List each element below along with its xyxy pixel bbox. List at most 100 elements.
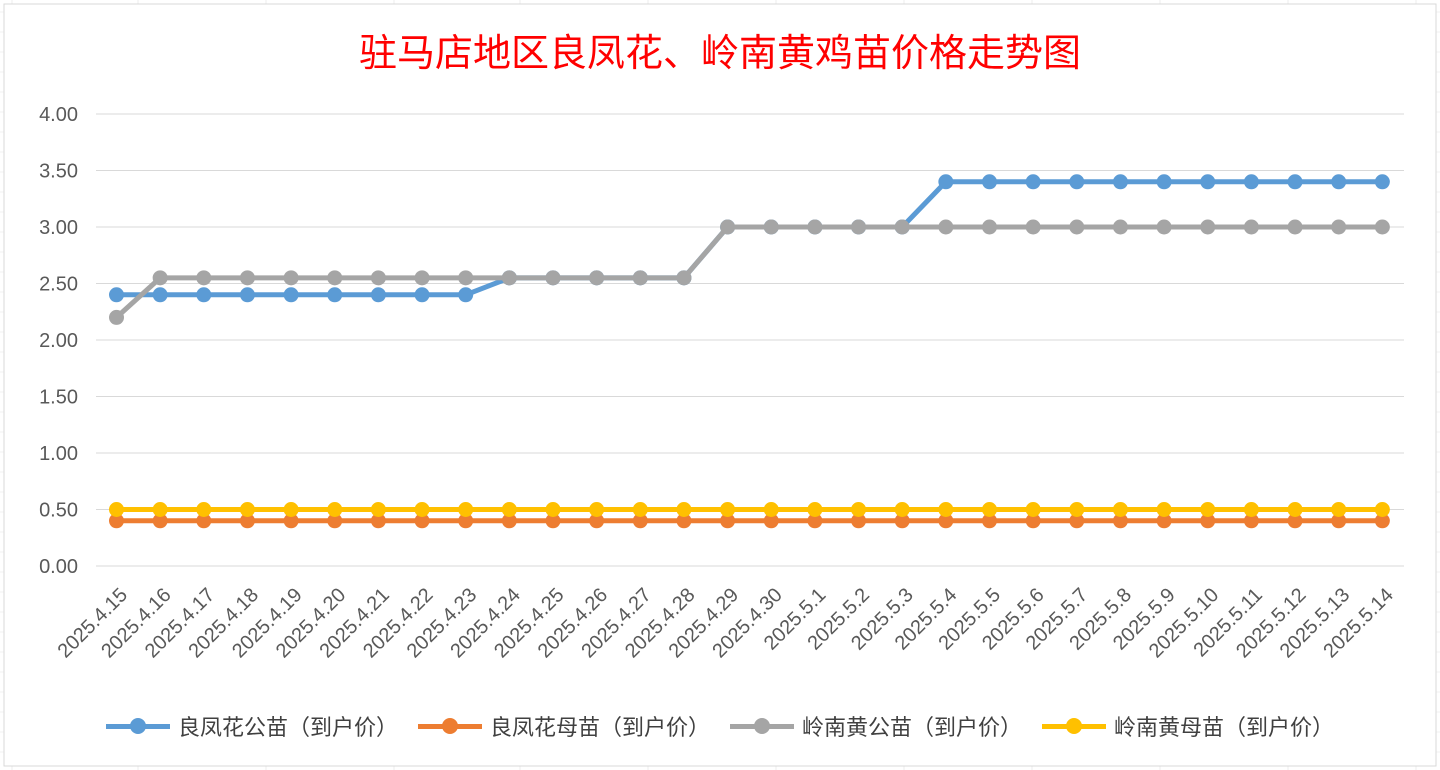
data-point <box>982 174 997 190</box>
data-point <box>1243 513 1259 529</box>
data-point <box>1156 174 1172 190</box>
data-point <box>1287 502 1303 517</box>
data-point <box>152 502 168 517</box>
data-point <box>283 513 299 529</box>
data-point <box>938 502 954 517</box>
data-point <box>1112 219 1128 235</box>
data-point <box>938 513 954 529</box>
data-point <box>327 513 343 529</box>
data-point <box>196 513 212 529</box>
data-point <box>327 270 343 286</box>
legend-swatch <box>417 718 482 734</box>
data-point <box>851 502 867 517</box>
data-point <box>632 502 648 517</box>
data-point <box>152 287 168 303</box>
data-point <box>1156 513 1172 529</box>
data-point <box>501 513 517 529</box>
data-point <box>414 287 430 303</box>
data-point <box>152 270 168 286</box>
data-point <box>283 287 299 303</box>
data-point <box>196 502 212 517</box>
series-line <box>114 224 1385 320</box>
data-point <box>1069 513 1085 529</box>
data-point <box>1331 174 1347 190</box>
legend-item: 岭南黄母苗（到户价） <box>1042 710 1334 742</box>
chart-legend: 良凤花公苗（到户价） 良凤花母苗（到户价） 岭南黄公苗（到户价） 岭南黄母苗（到户价） <box>0 706 1440 746</box>
data-point <box>1287 174 1303 190</box>
data-point <box>1374 502 1390 517</box>
data-point <box>1331 502 1347 517</box>
data-point <box>327 502 343 517</box>
y-tick-label: 4.00 <box>39 104 78 126</box>
data-point <box>720 219 736 235</box>
y-tick-label: 1.50 <box>39 387 78 409</box>
data-point <box>1200 513 1216 529</box>
data-point <box>632 270 648 286</box>
data-point <box>1069 219 1085 235</box>
data-point <box>982 502 997 517</box>
data-point <box>1243 174 1259 190</box>
legend-item: 良凤花母苗（到户价） <box>417 710 710 742</box>
data-point <box>938 219 954 235</box>
data-point <box>414 502 430 517</box>
data-point <box>807 502 823 517</box>
data-point <box>1025 513 1041 529</box>
legend-label: 岭南黄公苗（到户价） <box>802 716 1023 741</box>
data-point <box>1331 219 1347 235</box>
data-point <box>1069 502 1085 517</box>
data-point <box>851 219 867 235</box>
data-point <box>1243 219 1259 235</box>
data-point <box>1287 513 1303 529</box>
data-point <box>327 287 343 303</box>
data-point <box>720 502 736 517</box>
data-point <box>501 270 517 286</box>
data-point <box>370 513 386 529</box>
series-4 <box>109 502 1390 517</box>
y-tick-label: 2.50 <box>39 274 78 296</box>
series-2 <box>109 513 1390 529</box>
y-tick-label: 3.50 <box>39 161 78 183</box>
data-point <box>152 513 168 529</box>
data-point <box>1156 502 1172 517</box>
data-point <box>1287 219 1303 235</box>
data-point <box>1112 502 1128 517</box>
data-point <box>370 287 386 303</box>
data-point <box>283 270 299 286</box>
data-point <box>938 174 954 190</box>
data-point <box>1374 174 1390 190</box>
data-point <box>676 270 692 286</box>
data-point <box>239 287 255 303</box>
data-point <box>589 270 605 286</box>
series-3 <box>109 219 1390 325</box>
data-point <box>763 502 779 517</box>
data-point <box>1025 219 1041 235</box>
y-tick-label: 0.50 <box>39 500 78 522</box>
data-point <box>1025 502 1041 517</box>
y-tick-label: 2.00 <box>39 330 78 352</box>
data-point <box>109 502 124 517</box>
legend-label: 岭南黄母苗（到户价） <box>1114 716 1335 741</box>
data-point <box>589 502 605 517</box>
data-point <box>1112 174 1128 190</box>
data-point <box>894 513 910 529</box>
data-point <box>239 502 255 517</box>
data-point <box>196 287 212 303</box>
data-point <box>458 502 474 517</box>
legend-label: 良凤花公苗（到户价） <box>177 716 398 741</box>
legend-item: 良凤花公苗（到户价） <box>105 710 398 742</box>
data-point <box>545 270 561 286</box>
data-point <box>414 270 430 286</box>
data-point <box>763 513 779 529</box>
data-point <box>1200 502 1216 517</box>
data-point <box>1374 219 1390 235</box>
data-point <box>982 513 997 529</box>
y-tick-label: 0.00 <box>39 556 78 578</box>
data-point <box>1112 513 1128 529</box>
data-point <box>894 502 910 517</box>
legend-swatch <box>730 718 794 734</box>
data-point <box>807 513 823 529</box>
data-point <box>676 513 692 529</box>
